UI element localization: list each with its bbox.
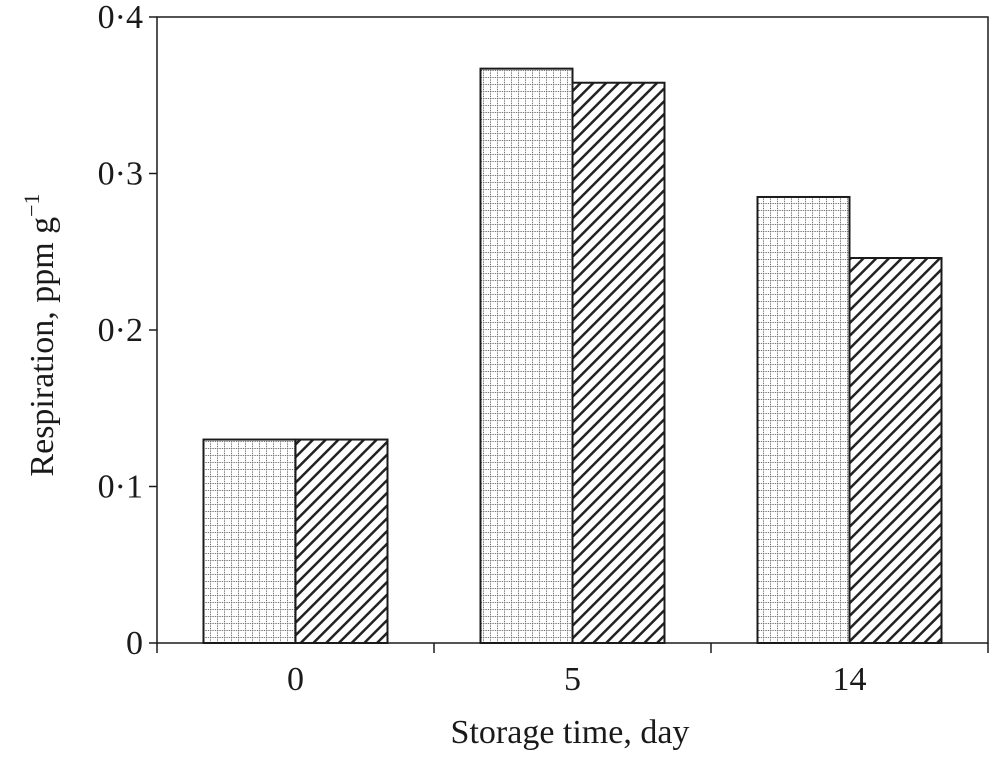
y-tick-label: 0·3	[98, 156, 143, 193]
y-axis-title-group: Respiration, ppm g−1	[19, 193, 61, 476]
bar-series-1-cat-0	[202, 438, 297, 644]
x-axis-title: Storage time, day	[451, 714, 690, 751]
x-tick-label: 0	[287, 661, 304, 698]
x-axis-ticks: 0 5 14	[156, 643, 989, 698]
bar-series-2-cat-5	[571, 81, 666, 645]
bar-series-2-cat-14	[848, 257, 943, 644]
y-tick-label: 0·2	[98, 312, 143, 349]
x-tick-label: 5	[564, 661, 581, 698]
bars	[202, 67, 943, 645]
y-tick-label: 0	[126, 625, 143, 662]
y-axis-title: Respiration, ppm g	[24, 217, 61, 477]
bar-series-1-cat-14	[756, 195, 851, 644]
x-tick-label: 14	[833, 661, 867, 698]
y-tick-label: 0·4	[98, 0, 143, 36]
bar-series-2-cat-0	[294, 438, 389, 644]
bar-series-1-cat-5	[479, 67, 574, 644]
svg-text:Respiration, ppm g−1: Respiration, ppm g−1	[19, 193, 61, 476]
y-tick-label: 0·1	[98, 469, 143, 506]
y-axis-ticks: 0 0·1 0·2 0·3 0·4	[98, 0, 157, 662]
y-axis-title-exponent: −1	[19, 193, 44, 216]
